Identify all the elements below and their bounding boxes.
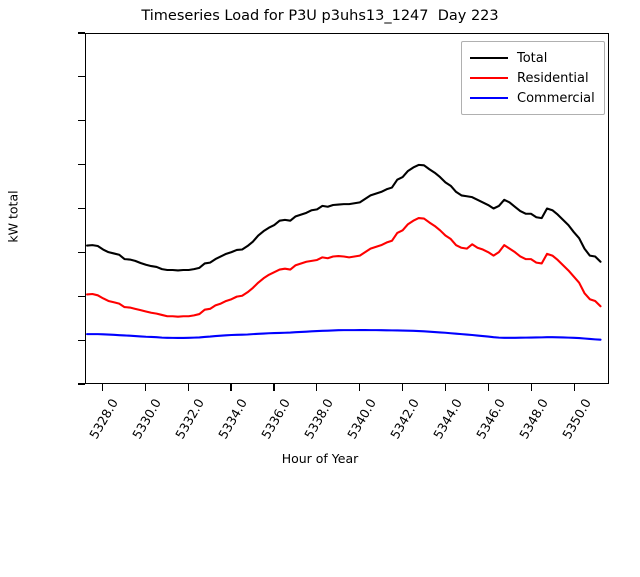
chart-figure: Timeseries Load for P3U p3uhs13_1247 Day… [5,8,609,466]
series-line-commercial [86,328,602,341]
y-tick-mark [78,76,85,78]
x-tick-mark [187,384,189,391]
series-line-total [86,163,602,272]
legend-color-swatch [470,57,508,59]
x-tick-label: 5342.0 [386,396,422,442]
x-tick-label: 5338.0 [301,396,336,442]
y-axis-label: kW total [5,190,21,243]
x-axis-label: Hour of Year [281,451,359,466]
y-tick-mark [78,207,85,210]
x-tick-mark [531,384,533,391]
plot-svg [86,163,602,341]
x-tick-mark [230,384,232,391]
x-tick-mark [402,384,404,391]
x-tick-label: 5330.0 [129,396,165,442]
x-tick-label: 5328.0 [86,396,122,442]
legend-color-swatch [470,97,508,99]
x-tick-mark [316,384,318,391]
x-tick-label: 5350.0 [558,396,594,442]
chart-legend: Total Residential Commercial [461,41,605,115]
x-tick-mark [488,384,490,391]
y-tick-mark [78,251,85,253]
x-tick-label: 5348.0 [515,396,551,442]
x-tick-label: 5336.0 [258,396,293,442]
x-tick-mark [144,384,146,391]
x-tick-mark [574,384,576,391]
y-tick-mark [78,383,85,385]
legend-label: Total [517,50,548,66]
x-tick-label: 5346.0 [472,396,508,442]
legend-color-swatch [470,77,508,79]
x-tick-mark [359,384,361,391]
x-tick-label: 5332.0 [172,396,208,442]
y-tick-mark [78,295,85,297]
y-tick-mark [78,164,85,166]
x-tick-mark [273,384,275,391]
legend-item-commercial[interactable]: Commercial [470,88,595,108]
y-tick-mark [78,32,85,34]
x-tick-label: 5340.0 [344,396,379,442]
series-line-residential [86,217,602,318]
legend-label: Commercial [517,90,595,106]
x-tick-label: 5344.0 [429,396,465,442]
x-tick-label: 5334.0 [215,396,251,442]
legend-item-total[interactable]: Total [470,48,595,68]
legend-item-residential[interactable]: Residential [470,68,595,88]
legend-label: Residential [517,70,589,86]
x-tick-mark [101,384,103,391]
y-tick-mark [78,339,85,341]
x-tick-mark [445,384,447,391]
chart-title: Timeseries Load for P3U p3uhs13_1247 Day… [141,8,499,24]
y-tick-mark [78,120,85,122]
